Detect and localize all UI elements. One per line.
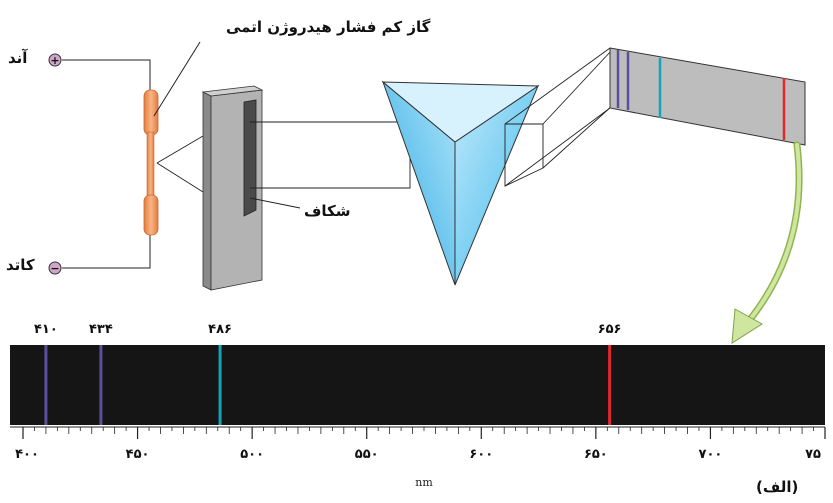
figure-tag: (الف) (756, 478, 799, 496)
gas-pointer (153, 41, 201, 117)
slit-pointer (249, 197, 301, 209)
tick-label-600: ۶۰۰ (469, 447, 494, 462)
peak-label-434: ۴۳۴ (89, 322, 113, 337)
wavelength-axis (10, 426, 826, 439)
tick-label-750: ۷۵ (805, 447, 821, 462)
unit-label: nm (415, 476, 433, 489)
minus-sign: − (50, 262, 59, 275)
discharge-tube (143, 89, 159, 236)
detection-screen (609, 47, 806, 146)
cathode-label: کاتد (6, 256, 35, 274)
slit-plate (201, 85, 264, 291)
tick-label-400: ۴۰۰ (15, 447, 39, 462)
anode-label: آند (8, 49, 28, 67)
spectrum-lines (44, 345, 612, 425)
tick-label-500: ۵۰۰ (240, 447, 265, 462)
peak-label-656: ۶۵۶ (597, 322, 622, 337)
spectrum-band (10, 345, 825, 425)
exit-beam (504, 47, 613, 187)
beam-to-prism (250, 121, 411, 189)
peak-label-486: ۴۸۶ (208, 322, 232, 337)
plus-sign: + (50, 54, 59, 67)
gas-label: گاز کم فشار هیدروژن اتمی (226, 18, 431, 36)
peak-label-410: ۴۱۰ (34, 322, 58, 337)
tick-label-650: ۶۵۰ (583, 447, 608, 462)
circuit-wires (62, 59, 151, 269)
light-rays-tube (156, 135, 204, 193)
cathode-terminal: − (48, 261, 62, 275)
tick-label-700: ۷۰۰ (698, 447, 723, 462)
tick-label-450: ۴۵۰ (125, 447, 150, 462)
slit-opening (243, 99, 257, 217)
tick-label-550: ۵۵۰ (354, 447, 379, 462)
slit-label: شکاف (304, 202, 351, 220)
prism (381, 80, 540, 286)
anode-terminal: + (48, 53, 62, 67)
curved-arrow (731, 141, 803, 344)
